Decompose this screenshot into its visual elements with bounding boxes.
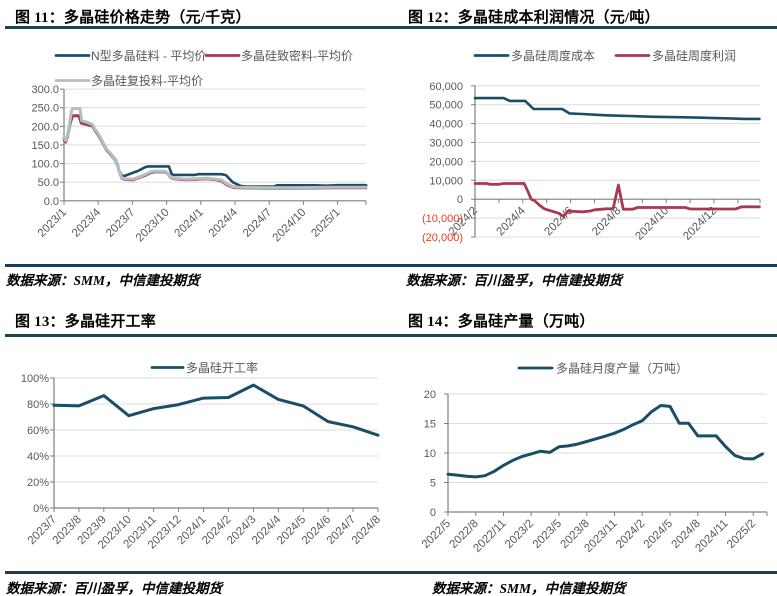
svg-text:50.0: 50.0 <box>38 177 59 189</box>
svg-text:2024/5: 2024/5 <box>642 518 675 551</box>
svg-text:50,000: 50,000 <box>429 100 463 112</box>
svg-text:2023/4: 2023/4 <box>70 206 104 240</box>
svg-text:20%: 20% <box>27 477 49 489</box>
svg-text:(20,000): (20,000) <box>422 232 463 244</box>
svg-text:250.0: 250.0 <box>31 103 59 115</box>
svg-text:80%: 80% <box>27 399 49 411</box>
svg-text:多晶硅复投料-平均价: 多晶硅复投料-平均价 <box>91 73 203 88</box>
svg-text:2024/4: 2024/4 <box>495 204 529 238</box>
svg-text:2023/2: 2023/2 <box>503 518 536 551</box>
svg-text:2024/2: 2024/2 <box>614 518 647 551</box>
svg-text:2025/2: 2025/2 <box>725 518 758 551</box>
svg-text:2023/1: 2023/1 <box>36 206 69 239</box>
svg-text:2023/7: 2023/7 <box>104 206 137 239</box>
svg-text:(10,000): (10,000) <box>422 213 463 225</box>
svg-text:2025/1: 2025/1 <box>309 206 342 239</box>
svg-text:2022/5: 2022/5 <box>420 518 453 551</box>
svg-text:200.0: 200.0 <box>31 121 59 133</box>
svg-text:5: 5 <box>430 478 436 490</box>
svg-text:300.0: 300.0 <box>31 84 59 96</box>
svg-text:多晶硅周度成本: 多晶硅周度成本 <box>511 48 595 63</box>
svg-text:2023/10: 2023/10 <box>134 206 172 244</box>
svg-text:40%: 40% <box>27 451 49 463</box>
svg-text:60%: 60% <box>27 425 49 437</box>
svg-text:多晶硅周度利润: 多晶硅周度利润 <box>652 48 736 63</box>
svg-text:0: 0 <box>457 194 463 206</box>
svg-text:100%: 100% <box>21 373 49 385</box>
svg-text:0: 0 <box>430 507 436 519</box>
svg-text:60,000: 60,000 <box>429 81 463 93</box>
svg-text:20: 20 <box>424 389 436 401</box>
svg-text:20,000: 20,000 <box>429 156 463 168</box>
svg-text:2024/1: 2024/1 <box>173 206 206 239</box>
svg-text:10,000: 10,000 <box>429 175 463 187</box>
svg-text:多晶硅致密料-平均价: 多晶硅致密料-平均价 <box>241 48 353 63</box>
svg-text:0.0: 0.0 <box>44 196 59 208</box>
svg-text:30,000: 30,000 <box>429 138 463 150</box>
svg-text:2024/10: 2024/10 <box>271 206 309 244</box>
svg-text:多晶硅开工率: 多晶硅开工率 <box>186 360 258 375</box>
svg-text:15: 15 <box>424 419 436 431</box>
svg-text:多晶硅月度产量（万吨）: 多晶硅月度产量（万吨） <box>556 361 688 376</box>
svg-text:100.0: 100.0 <box>31 159 59 171</box>
svg-text:2024/8: 2024/8 <box>350 514 383 547</box>
svg-text:150.0: 150.0 <box>31 140 59 152</box>
svg-text:0%: 0% <box>33 503 49 515</box>
svg-text:40,000: 40,000 <box>429 119 463 131</box>
svg-text:2023/5: 2023/5 <box>531 518 564 551</box>
svg-text:2024/4: 2024/4 <box>207 206 241 240</box>
svg-text:N型多晶硅料 - 平均价: N型多晶硅料 - 平均价 <box>91 49 206 63</box>
svg-text:10: 10 <box>424 448 436 460</box>
svg-text:2024/7: 2024/7 <box>241 206 274 239</box>
